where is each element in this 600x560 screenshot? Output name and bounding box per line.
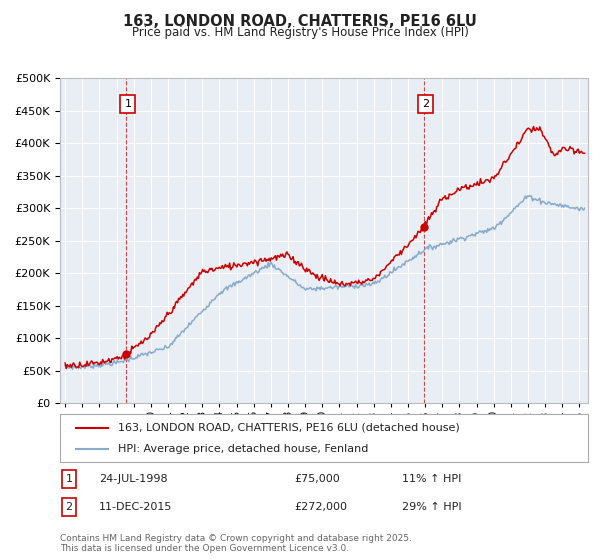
Text: 2: 2 — [422, 99, 430, 109]
Text: Price paid vs. HM Land Registry's House Price Index (HPI): Price paid vs. HM Land Registry's House … — [131, 26, 469, 39]
Text: 1: 1 — [124, 99, 131, 109]
Text: 24-JUL-1998: 24-JUL-1998 — [99, 474, 167, 484]
Text: 163, LONDON ROAD, CHATTERIS, PE16 6LU: 163, LONDON ROAD, CHATTERIS, PE16 6LU — [123, 14, 477, 29]
Text: 11% ↑ HPI: 11% ↑ HPI — [402, 474, 461, 484]
Text: 163, LONDON ROAD, CHATTERIS, PE16 6LU (detached house): 163, LONDON ROAD, CHATTERIS, PE16 6LU (d… — [118, 423, 460, 433]
Text: 11-DEC-2015: 11-DEC-2015 — [99, 502, 172, 512]
Text: 2: 2 — [65, 502, 73, 512]
Text: Contains HM Land Registry data © Crown copyright and database right 2025.
This d: Contains HM Land Registry data © Crown c… — [60, 534, 412, 553]
Text: £75,000: £75,000 — [294, 474, 340, 484]
Point — [121, 350, 131, 359]
Point — [419, 222, 429, 231]
Text: 29% ↑ HPI: 29% ↑ HPI — [402, 502, 461, 512]
Text: £272,000: £272,000 — [294, 502, 347, 512]
Text: HPI: Average price, detached house, Fenland: HPI: Average price, detached house, Fenl… — [118, 444, 368, 454]
Text: 1: 1 — [65, 474, 73, 484]
